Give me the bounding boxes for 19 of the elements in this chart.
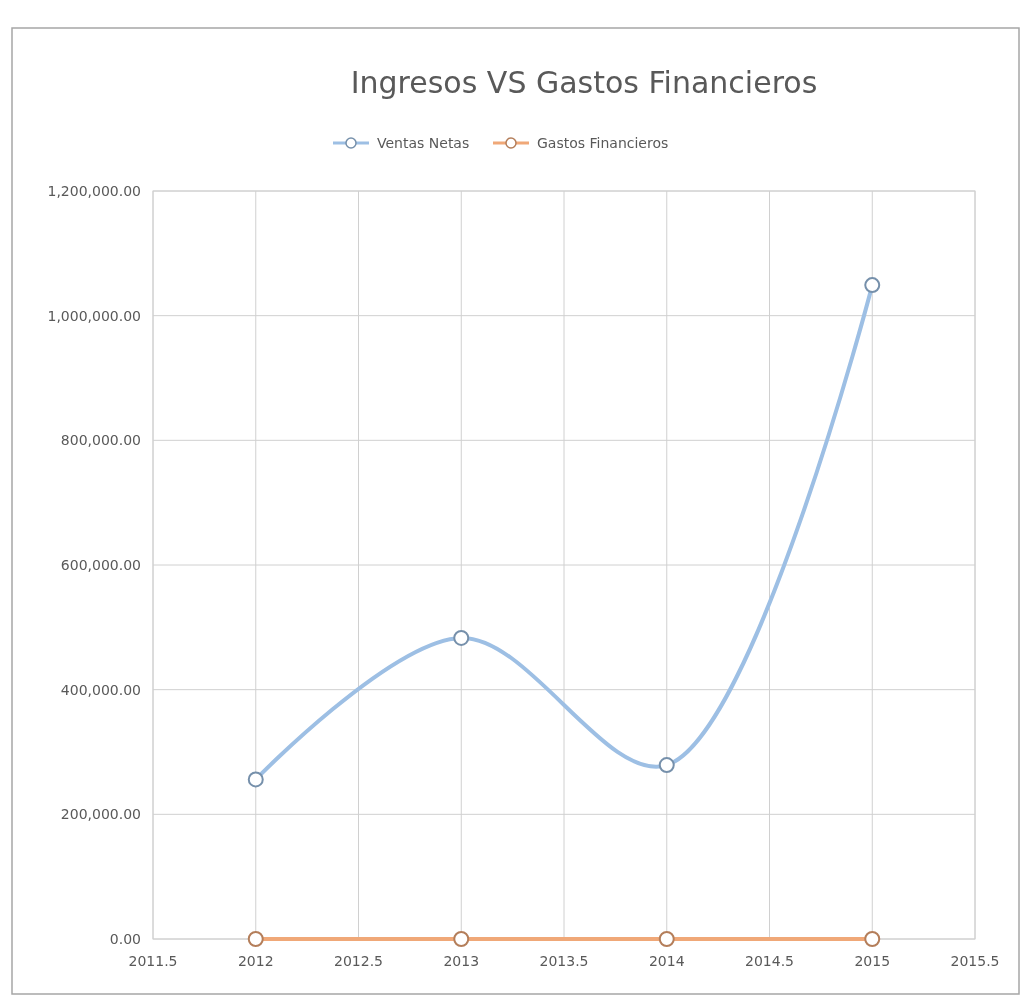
- x-tick-label: 2013.5: [539, 953, 589, 969]
- x-tick-label: 2012.5: [334, 953, 383, 969]
- x-tick-label: 2011.5: [128, 953, 178, 969]
- y-tick-label: 800,000.00: [60, 432, 141, 449]
- y-tick-label: 600,000.00: [60, 557, 141, 573]
- chart-title: Ingresos VS Gastos Financieros: [350, 65, 818, 100]
- x-tick-label: 2013: [443, 953, 480, 969]
- y-tick-label: 200,000.00: [60, 806, 141, 823]
- legend-label: Ventas Netas: [377, 135, 470, 151]
- y-tick-label: 400,000.00: [60, 681, 141, 698]
- x-tick-label: 2015: [854, 953, 891, 969]
- y-tick-label: 0.00: [109, 931, 141, 947]
- x-tick-label: 2014: [648, 953, 685, 969]
- y-tick-label: 1,000,000.00: [47, 307, 141, 324]
- y-tick-label: 1,200,000.00: [47, 183, 141, 199]
- x-tick-label: 2014.5: [745, 953, 794, 969]
- legend-label: Gastos Financieros: [537, 135, 669, 151]
- x-tick-label: 2012: [237, 953, 274, 969]
- x-tick-label: 2015.5: [950, 953, 1000, 969]
